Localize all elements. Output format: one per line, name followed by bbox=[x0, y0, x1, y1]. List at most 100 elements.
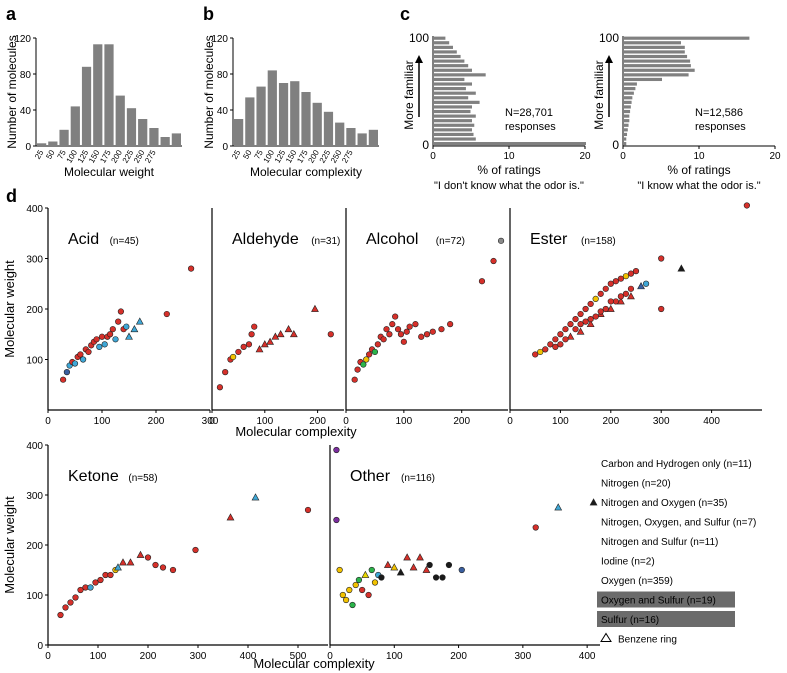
data-point-benzene bbox=[422, 565, 431, 573]
data-point bbox=[423, 331, 431, 338]
scatter-panel-count: (n=72) bbox=[436, 236, 465, 247]
x-tick-label: 275 bbox=[340, 148, 355, 165]
n-responses-label: responses bbox=[695, 121, 746, 133]
data-point bbox=[101, 341, 108, 348]
data-point bbox=[497, 237, 505, 244]
y-tick-label: 120 bbox=[211, 34, 228, 45]
data-point-benzene bbox=[255, 345, 264, 353]
data-point-benzene bbox=[135, 317, 144, 325]
data-point bbox=[374, 341, 381, 348]
data-point bbox=[112, 336, 119, 343]
data-point bbox=[152, 561, 159, 569]
x-tick-label: 0 bbox=[507, 416, 513, 427]
data-point bbox=[478, 278, 486, 285]
bar bbox=[624, 45, 685, 49]
bar bbox=[256, 86, 266, 146]
data-point bbox=[92, 579, 99, 586]
bar bbox=[624, 36, 750, 40]
data-point bbox=[429, 328, 436, 335]
x-axis-label: Molecular complexity bbox=[235, 424, 357, 439]
bar bbox=[434, 109, 471, 114]
y-axis-label: Number of molecules bbox=[202, 35, 216, 148]
bar bbox=[434, 142, 586, 146]
data-point-benzene bbox=[266, 337, 274, 345]
data-point bbox=[240, 343, 247, 350]
bar bbox=[434, 123, 475, 127]
data-point bbox=[363, 356, 370, 363]
bar bbox=[624, 73, 689, 77]
data-point bbox=[366, 351, 373, 358]
bar bbox=[434, 77, 465, 82]
data-point bbox=[359, 586, 366, 594]
data-point bbox=[400, 338, 407, 345]
data-point-benzene bbox=[409, 563, 418, 571]
data-point bbox=[622, 273, 630, 280]
benzene-ring-icon bbox=[600, 632, 612, 642]
scatter-panel-title: Alcohol bbox=[366, 231, 418, 248]
bar bbox=[434, 114, 476, 118]
bar bbox=[59, 129, 69, 146]
data-point bbox=[658, 305, 665, 313]
y-tick-label: 100 bbox=[599, 31, 619, 45]
legend-item: Nitrogen, Oxygen, and Sulfur (n=7) bbox=[601, 518, 756, 529]
bar bbox=[335, 122, 345, 146]
x-tick-label: 100 bbox=[396, 416, 413, 427]
data-point bbox=[412, 321, 419, 328]
x-tick-label: 100 bbox=[256, 416, 273, 427]
data-point bbox=[438, 326, 445, 333]
data-point bbox=[216, 384, 224, 391]
data-point-benzene bbox=[125, 332, 133, 340]
bar bbox=[301, 92, 311, 146]
data-point bbox=[380, 336, 387, 343]
bar bbox=[93, 44, 103, 146]
x-tick-label: 300 bbox=[190, 651, 207, 662]
data-point bbox=[117, 308, 124, 315]
data-point bbox=[87, 584, 94, 591]
data-point bbox=[577, 310, 584, 318]
bar bbox=[624, 119, 630, 123]
panel-letter-a: a bbox=[6, 4, 17, 24]
data-point bbox=[360, 361, 367, 368]
legend-benzene-label: Benzene ring bbox=[618, 635, 677, 646]
data-point-benzene bbox=[627, 292, 635, 300]
data-point bbox=[617, 275, 624, 282]
y-tick-label: 200 bbox=[26, 541, 43, 552]
legend-item: Nitrogen and Sulfur (n=11) bbox=[601, 537, 718, 548]
scatter-panel-ester: Ester (n=158) 0 100 200 300 400 bbox=[507, 202, 762, 427]
legend-highlight-bg bbox=[597, 591, 735, 608]
data-point bbox=[607, 280, 614, 287]
x-tick-label: 500 bbox=[290, 651, 307, 662]
data-point bbox=[658, 255, 665, 262]
bar bbox=[267, 70, 277, 146]
data-point bbox=[617, 293, 624, 300]
x-tick-label: 10 bbox=[503, 151, 515, 162]
scatter-panel-count: (n=58) bbox=[128, 473, 157, 484]
x-tick-label: 0 bbox=[343, 416, 349, 427]
data-point bbox=[355, 576, 363, 584]
y-tick-label: 40 bbox=[20, 106, 32, 117]
data-point bbox=[597, 308, 604, 315]
data-point-benzene bbox=[361, 570, 370, 578]
bar bbox=[126, 108, 137, 146]
n-responses-count: N=28,701 bbox=[505, 107, 553, 119]
scatter-panel-alcohol: Alcohol (n=72) 0 100 200 bbox=[343, 208, 508, 427]
y-axis-label: More familiar bbox=[592, 60, 606, 129]
bar bbox=[624, 87, 636, 91]
x-tick-label: 200 bbox=[140, 651, 157, 662]
x-axis-label: Molecular complexity bbox=[253, 656, 375, 671]
y-axis-label: More familiar bbox=[402, 60, 416, 129]
data-point bbox=[602, 305, 609, 313]
data-point bbox=[352, 581, 359, 589]
data-point bbox=[346, 586, 353, 594]
data-point bbox=[587, 316, 594, 323]
bar bbox=[138, 119, 148, 146]
y-axis-label: Molecular weight bbox=[2, 496, 17, 594]
scatter-panel-count: (n=158) bbox=[581, 236, 616, 247]
x-tick-label: 0 bbox=[45, 416, 51, 427]
y-axis-label: Molecular weight bbox=[2, 260, 17, 358]
x-tick-label: 50 bbox=[241, 148, 254, 161]
chart-c-dont-know-familiarity: 0 10 20 0 100 More familiar N=28,701 responses%… bbox=[402, 31, 591, 192]
data-point bbox=[115, 318, 122, 325]
data-point bbox=[304, 506, 312, 514]
